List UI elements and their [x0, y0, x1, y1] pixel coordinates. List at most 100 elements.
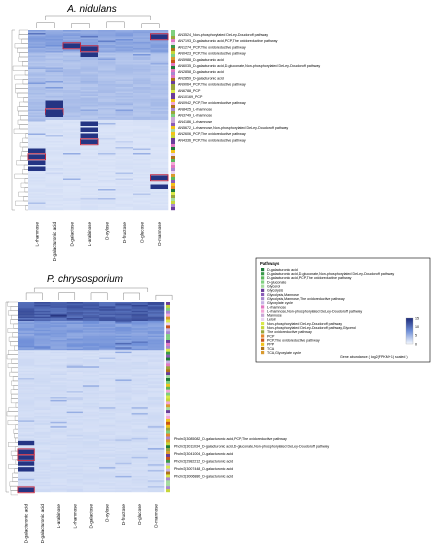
- heatmap-cell: [150, 57, 169, 59]
- heatmap-cell: [82, 309, 100, 311]
- heatmap-cell: [45, 124, 64, 127]
- heatmap-cell: [82, 475, 100, 478]
- heatmap-cell: [115, 84, 134, 86]
- heatmap-cell: [133, 106, 151, 109]
- heatmap-cell: [34, 418, 51, 421]
- heatmap-cell: [80, 178, 99, 181]
- heatmap-cell: [63, 201, 81, 203]
- heatmap-cell: [115, 142, 134, 145]
- heatmap-cell: [115, 175, 134, 178]
- heatmap-cell: [45, 42, 64, 44]
- heatmap-cell: [66, 487, 84, 490]
- heatmap-cell: [115, 307, 132, 310]
- heatmap-cell: [28, 141, 46, 143]
- heatmap-cell: [99, 370, 116, 373]
- heatmap-cell: [115, 395, 132, 398]
- heatmap-cell: [18, 395, 35, 398]
- heatmap-cell: [34, 392, 51, 395]
- heatmap-cell: [82, 446, 100, 449]
- heatmap-cell: [98, 156, 116, 158]
- heatmap-cell: [34, 448, 51, 450]
- heatmap-cell: [147, 337, 165, 339]
- heatmap-cell: [82, 408, 100, 411]
- heatmap-cell: [150, 169, 169, 172]
- heatmap-cell: [150, 60, 169, 62]
- pathway-strip-segment: [166, 418, 170, 423]
- heatmap-cell: [18, 432, 35, 434]
- heatmap-cell: [50, 416, 67, 418]
- heatmap-cell: [133, 118, 151, 121]
- heatmap-cell: [98, 142, 116, 145]
- heatmap-cell: [131, 410, 149, 412]
- heatmap-cell: [82, 443, 100, 446]
- row-label: AN6788_PCP: [178, 89, 201, 93]
- pathway-strip-segment: [166, 310, 170, 314]
- pathway-strip-segment: [171, 195, 175, 199]
- heatmap-cell: [99, 332, 116, 335]
- heatmap-cell: [34, 319, 51, 322]
- heatmap-cell: [131, 310, 149, 313]
- heatmap-cell: [131, 375, 149, 377]
- heatmap-cell: [82, 465, 100, 468]
- heatmap-cell: [115, 121, 134, 124]
- row-dendrogram-branch: [11, 315, 18, 320]
- heatmap-cell: [147, 467, 165, 469]
- heatmap-cell: [98, 133, 116, 136]
- heatmap-cell: [115, 63, 134, 65]
- heatmap-cell: [80, 93, 99, 95]
- heatmap-cell: [45, 73, 64, 76]
- heatmap-cell: [147, 430, 165, 433]
- heatmap-cell: [45, 135, 64, 137]
- heatmap-cell: [99, 310, 116, 313]
- heatmap-cell: [50, 373, 67, 376]
- heatmap-cell: [28, 120, 46, 122]
- heatmap-cell: [66, 338, 84, 341]
- heatmap-cell: [63, 130, 81, 133]
- pathway-strip-segment: [166, 421, 170, 425]
- column-label: L-rhamnose: [34, 222, 39, 247]
- heatmap-cell: [133, 84, 151, 86]
- heatmap-cell: [82, 326, 100, 329]
- heatmap-cell: [99, 455, 116, 458]
- heatmap-cell: [34, 389, 51, 392]
- heatmap-cell: [147, 413, 165, 415]
- heatmap-cell: [80, 42, 99, 44]
- heatmap-cell: [150, 189, 169, 191]
- heatmap-cell: [34, 427, 51, 430]
- heatmap-cell: [63, 52, 81, 55]
- heatmap-cell: [28, 130, 46, 133]
- heatmap-cell: [131, 357, 149, 360]
- heatmap-cell: [63, 118, 81, 121]
- heatmap-cell: [115, 302, 132, 304]
- row-dendrogram-branch: [20, 115, 28, 121]
- heatmap-cell: [66, 302, 84, 304]
- heatmap-cell: [147, 436, 165, 439]
- heatmap-cell: [66, 303, 84, 306]
- heatmap-cell: [28, 184, 46, 187]
- heatmap-cell: [98, 109, 116, 112]
- row-label: AN4336_PCP,The oxidoreductive pathway: [178, 138, 246, 142]
- heatmap-cell: [150, 163, 169, 166]
- heatmap-cell: [50, 354, 67, 357]
- pathway-strip-segment: [166, 436, 170, 440]
- heatmap-cell: [50, 392, 67, 395]
- highlight-box: [80, 45, 99, 53]
- heatmap-cell: [80, 84, 99, 86]
- heatmap-cell: [147, 470, 165, 472]
- heatmap-cell: [66, 459, 84, 462]
- heatmap-cell: [99, 335, 116, 338]
- heatmap-cell: [80, 70, 99, 73]
- heatmap-cell: [18, 382, 35, 385]
- heatmap-cell: [115, 171, 134, 173]
- heatmap-cell: [150, 46, 169, 49]
- heatmap-cell: [34, 402, 51, 405]
- heatmap-cell: [50, 436, 67, 439]
- heatmap-cell: [115, 39, 134, 41]
- heatmap-cell: [34, 331, 51, 333]
- heatmap-cell: [82, 398, 100, 401]
- heatmap-cell: [115, 103, 134, 106]
- heatmap-cell: [99, 340, 116, 342]
- heatmap-cell: [34, 487, 51, 490]
- heatmap-cell: [18, 391, 35, 393]
- row-dendrogram-branch: [5, 301, 9, 493]
